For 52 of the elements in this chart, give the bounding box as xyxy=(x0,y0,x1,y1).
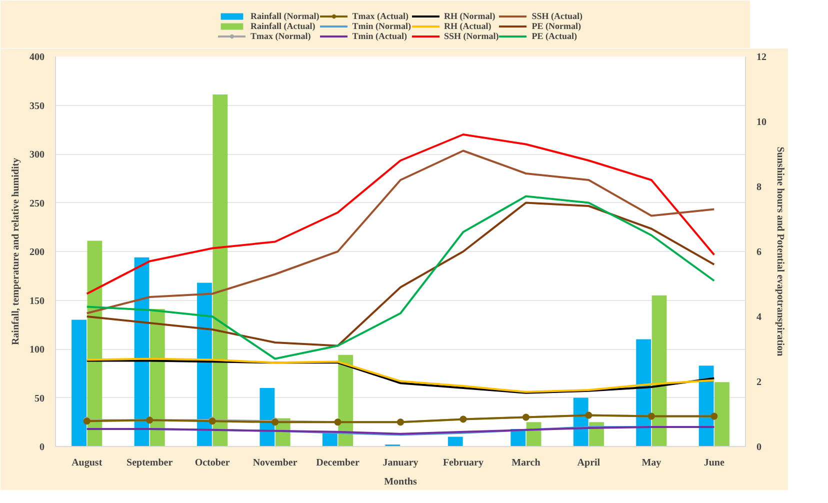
bar xyxy=(448,436,463,446)
legend-label: PE (Normal) xyxy=(532,21,581,31)
bar xyxy=(212,94,228,446)
line-series xyxy=(86,150,716,314)
y2-tick-label: 6 xyxy=(756,247,762,258)
x-axis-title: Months xyxy=(384,476,417,488)
legend-label: SSH (Normal) xyxy=(444,31,499,41)
bar xyxy=(197,282,212,446)
legend-label: Tmax (Normal) xyxy=(250,31,311,41)
legend-label: RH (Actual) xyxy=(444,21,492,31)
y-tick-label: 50 xyxy=(34,393,44,404)
x-tick-label: November xyxy=(252,458,298,468)
x-tick-label: February xyxy=(442,458,484,468)
legend-label: Rainfall (Actual) xyxy=(250,21,316,31)
y2-tick-label: 12 xyxy=(756,52,766,63)
x-tick-label: May xyxy=(642,458,662,468)
y-tick-label: 0 xyxy=(40,442,44,453)
legend-label: RH (Normal) xyxy=(444,11,496,21)
y-tick-label: 350 xyxy=(30,100,44,112)
x-tick-label: December xyxy=(316,458,360,468)
legend-label: SSH (Actual) xyxy=(532,11,583,21)
x-tick-label: October xyxy=(194,458,230,468)
legend-label: Tmax (Actual) xyxy=(352,11,408,21)
y2-tick-label: 8 xyxy=(756,182,762,193)
y2-tick-label: 10 xyxy=(756,117,766,128)
x-tick-label: August xyxy=(72,458,103,468)
bar xyxy=(636,339,652,446)
bar xyxy=(72,320,86,446)
y-tick-label: 250 xyxy=(30,198,44,210)
bar xyxy=(150,309,165,446)
legend-label: Tmin (Normal) xyxy=(352,21,411,31)
y-tick-label: 300 xyxy=(30,150,44,160)
legend-label: PE (Actual) xyxy=(532,31,577,41)
bar xyxy=(652,295,667,446)
x-tick-label: April xyxy=(577,458,600,468)
x-tick-label: January xyxy=(382,458,418,468)
line-series xyxy=(86,134,716,295)
x-tick-label: September xyxy=(126,458,174,468)
y2-axis-title: Sunshine hours and Potential evapotranspiration xyxy=(774,146,786,357)
y2-tick-label: 2 xyxy=(756,377,762,388)
bar xyxy=(714,382,730,446)
y-axis-title: Rainfall, temperature and relative humidity xyxy=(10,158,22,346)
y-tick-label: 400 xyxy=(30,52,44,63)
legend-label: Rainfall (Normal) xyxy=(250,11,320,21)
y-tick-label: 150 xyxy=(30,296,44,307)
y-tick-label: 100 xyxy=(30,344,44,356)
y2-tick-label: 4 xyxy=(756,312,762,323)
y-tick-label: 200 xyxy=(30,247,44,258)
x-tick-label: June xyxy=(704,458,725,468)
y2-tick-label: 0 xyxy=(756,442,762,453)
legend-label: Tmin (Actual) xyxy=(352,31,407,41)
x-tick-label: March xyxy=(512,458,541,468)
